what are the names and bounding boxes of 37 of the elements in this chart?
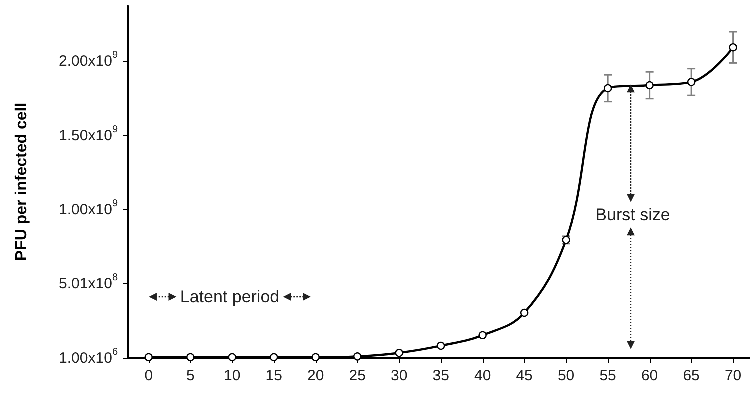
point [478,331,487,340]
y-tick-label: 5.01x10$^{8}$ [59,272,118,292]
y-tick-label: 1.50x10$^{9}$ [59,124,118,144]
point [270,353,278,362]
x-tick-label: 20 [308,368,324,384]
point [604,84,612,93]
point [354,352,362,361]
y-tick-label: 1.00x10$^{6}$ [59,347,118,366]
point [144,353,153,362]
point [228,353,236,362]
y-axis-title: PFU per infected cell [14,102,30,262]
x-tick-label: 55 [600,368,616,384]
x-tick-label: 60 [641,368,658,384]
annotation: Burst size [596,206,670,224]
point [395,349,404,358]
x-tick-label: 10 [224,368,241,384]
point [186,353,195,362]
point [436,342,446,350]
annotation: Latent period [180,288,280,306]
point [646,81,654,90]
x-tick-label: 30 [391,368,408,384]
x-tick-label: 40 [474,368,492,384]
x-tick-label: 50 [558,368,575,384]
point [687,78,696,86]
x-tick-label: 0 [144,368,154,384]
point [312,353,320,362]
x-tick-label: 5 [186,368,195,384]
x-tick-label: 45 [516,368,533,384]
x-tick-label: 25 [349,368,366,384]
x-tick-label: 70 [724,368,742,384]
x-tick-label: 65 [683,368,700,384]
y-tick-label: 1.00x10$^{9}$ [59,198,118,218]
y-tick-label: 2.00x10$^{9}$ [59,50,118,70]
point [729,44,738,52]
x-tick-label: 15 [266,368,282,384]
x-tick-label: 35 [432,368,450,384]
point [520,308,529,318]
